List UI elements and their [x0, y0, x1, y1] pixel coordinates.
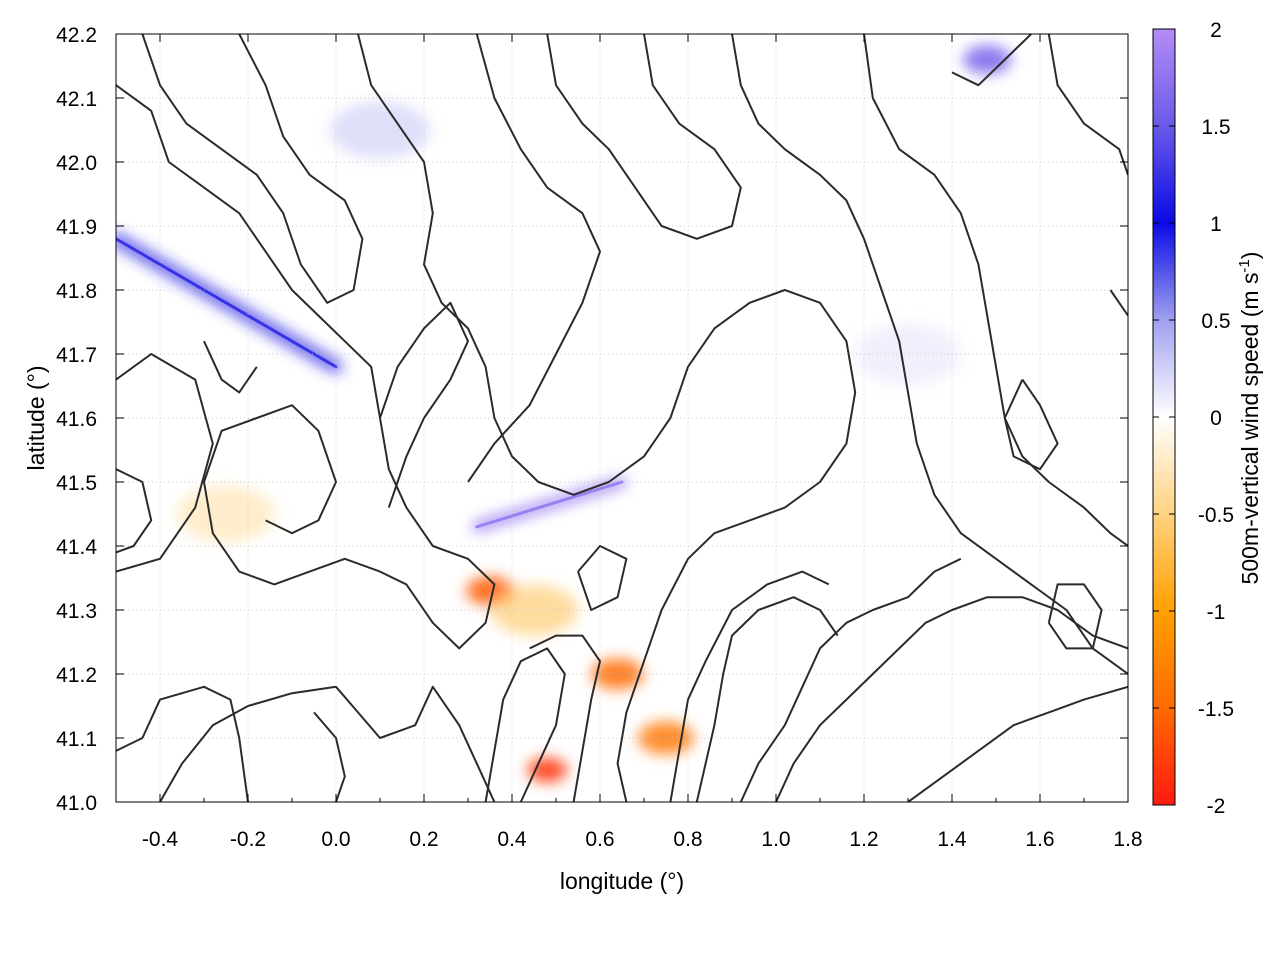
wind-field-layer [116, 45, 1012, 783]
y-tick-label-10: 42.0 [56, 152, 97, 175]
colorbar-tick-label-6: -1 [1207, 601, 1226, 624]
terrain-contour-1 [116, 468, 153, 554]
terrain-contour-17 [669, 570, 830, 802]
x-tick-label-9: 1.4 [937, 828, 967, 851]
colorbar-label-end: ) [1237, 252, 1263, 260]
terrain-contour-14 [739, 557, 962, 802]
wind-feature-downdraft-south [527, 757, 568, 783]
colorbar-tick-label-3: 0.5 [1201, 310, 1230, 333]
x-tick-label-8: 1.2 [849, 828, 878, 851]
terrain-contour-26 [1109, 289, 1128, 317]
terrain-contour-19 [1047, 583, 1103, 650]
terrain-contour-24 [577, 545, 628, 611]
y-axis-label: latitude (°) [23, 365, 49, 470]
colorbar-tick-label-7: -1.5 [1198, 698, 1234, 721]
terrain-contour-22 [1047, 34, 1128, 176]
colorbar-tick-label-4: 0 [1210, 407, 1222, 430]
x-tick-label-6: 0.8 [673, 828, 702, 851]
x-tick-label-3: 0.2 [409, 828, 438, 851]
terrain-contour-9 [467, 34, 601, 483]
y-tick-label-9: 41.9 [56, 216, 97, 239]
y-tick-label-1: 41.1 [56, 728, 97, 751]
terrain-contour-25 [203, 340, 258, 394]
x-tick-label-2: 0.0 [321, 828, 350, 851]
colorbar-tick-label-2: 1 [1210, 213, 1222, 236]
x-tick-label-5: 0.6 [585, 828, 614, 851]
terrain-contour-5 [141, 34, 364, 304]
wind-feature-weak-updraft-north [330, 101, 430, 159]
terrain-contour-7 [484, 647, 566, 802]
terrain-contour-3 [116, 685, 249, 802]
terrain-contour-4 [116, 84, 496, 650]
x-tick-label-1: -0.2 [230, 828, 266, 851]
terrain-contour-0 [116, 353, 214, 573]
x-tick-label-11: 1.8 [1113, 828, 1142, 851]
terrain-contours [116, 34, 1128, 802]
x-tick-label-7: 1.0 [761, 828, 790, 851]
wind-feature-core-strong-updraft-ridge-nw [116, 237, 338, 369]
colorbar-tick-label-8: -2 [1207, 795, 1226, 818]
colorbar-label-main: 500m-vertical wind speed (m s [1237, 273, 1263, 585]
x-tick-label-10: 1.6 [1025, 828, 1054, 851]
y-tick-label-11: 42.1 [56, 88, 97, 111]
wind-feature-updraft-ne-corner [963, 45, 1012, 74]
terrain-contour-21 [951, 34, 1032, 87]
terrain-contour-23 [313, 711, 346, 802]
wind-field-blur-group [116, 45, 1012, 783]
terrain-contour-12 [863, 34, 1128, 547]
y-tick-label-5: 41.5 [56, 472, 97, 495]
colorbar-ticks: 2 1.5 1 0.5 0 -0.5 -1 -1.5 -2 [1153, 19, 1234, 818]
wind-feature-downdraft-sse [591, 658, 644, 690]
terrain-contour-11 [731, 34, 1128, 675]
colorbar-tick-label-0: 2 [1210, 19, 1222, 42]
wind-feature-core-strong-updraft-center [475, 480, 624, 529]
colorbar-label: 500m-vertical wind speed (m s-1) [1236, 252, 1263, 585]
y-tick-label-0: 41.0 [56, 792, 97, 815]
y-tick-label-8: 41.8 [56, 280, 97, 303]
colorbar-tick-label-5: -0.5 [1198, 504, 1234, 527]
wind-feature-downdraft-se [638, 721, 694, 755]
terrain-contour-10 [546, 34, 742, 240]
colorbar-tick-label-1: 1.5 [1201, 116, 1230, 139]
terrain-contour-20 [379, 301, 469, 508]
y-tick-label-6: 41.6 [56, 408, 97, 431]
y-tick-label-7: 41.7 [56, 344, 97, 367]
y-tick-label-4: 41.4 [56, 536, 97, 559]
terrain-contour-2 [159, 685, 496, 802]
y-tick-label-3: 41.3 [56, 600, 97, 623]
wind-feature-weak-downdraft-west [177, 485, 275, 543]
terrain-contour-15 [907, 685, 1128, 802]
terrain-contour-6 [357, 34, 857, 802]
y-tick-label-2: 41.2 [56, 664, 97, 687]
x-axis-label: longitude (°) [560, 868, 684, 894]
terrain-contour-13 [775, 596, 1128, 802]
grid-lines [116, 34, 1128, 802]
y-axis-ticks: 41.0 41.1 41.2 41.3 41.4 41.5 41.6 41.7 41.8 41.9… [56, 24, 1128, 815]
terrain-contour-16 [695, 596, 839, 802]
colorbar-label-exponent: -1 [1236, 259, 1253, 272]
x-axis-ticks: -0.4 -0.2 0.0 0.2 0.4 0.6 0.8 1.0 1.2 1.4 1.6 1.8 [115, 34, 1143, 851]
x-tick-label-0: -0.4 [142, 828, 179, 851]
terrain-contour-8 [529, 634, 601, 802]
x-tick-label-4: 0.4 [497, 828, 527, 851]
y-tick-label-12: 42.2 [56, 24, 97, 47]
terrain-contour-18 [1003, 379, 1059, 471]
